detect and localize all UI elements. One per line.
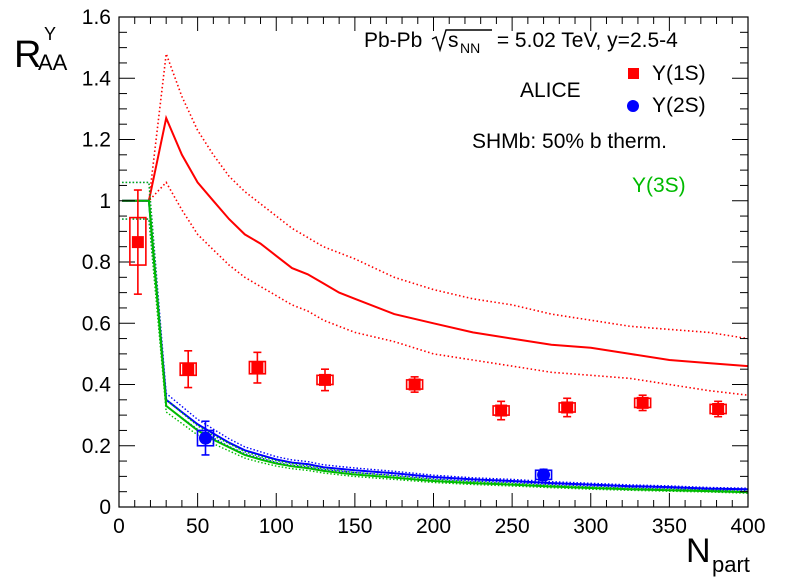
model-curve-2: [122, 181, 748, 396]
y-tick-label: 0.4: [82, 374, 112, 397]
axes: 0 50 100 150 200 250 300 350 400 0 0.2 0.4 0.6 0.8 1 1.…: [82, 6, 766, 538]
marker-square: [495, 404, 508, 417]
model-curve-4: [122, 199, 748, 494]
marker-square: [318, 373, 331, 386]
sys-error-box: [248, 360, 267, 375]
x-axis-title: N: [686, 532, 711, 570]
y-axis-title-sup: Υ: [44, 24, 56, 44]
x-tick-label: 200: [416, 515, 451, 538]
x-tick-label: 350: [652, 515, 687, 538]
x-axis-title-sub: part: [712, 552, 750, 577]
marker-circle: [537, 468, 551, 482]
legend: Υ(1S) Υ(2S) Υ(3S): [627, 62, 706, 197]
sys-error-box: [179, 362, 197, 377]
marker-square: [251, 361, 264, 374]
legend-label-ups2s: Υ(2S): [652, 94, 706, 117]
x-tick-label: 250: [495, 515, 530, 538]
data-point-0-6: [558, 397, 576, 418]
model-curve-3: [122, 199, 748, 491]
model-curve-0: [122, 114, 748, 368]
model-band-lower-4: [122, 218, 748, 494]
x-tick-label: 150: [337, 515, 372, 538]
data-point-0-8: [709, 400, 727, 418]
y-axis-title-sub: AA: [38, 50, 68, 75]
marker-square: [131, 236, 144, 249]
marker-square: [636, 396, 649, 409]
x-tick-label: 100: [259, 515, 294, 538]
marker-square: [712, 403, 725, 415]
y-tick-label: 1: [99, 190, 111, 213]
data-point-1-1: [534, 468, 553, 482]
data-point-0-0: [129, 189, 147, 295]
collision-system-label: Pb-Pb: [364, 29, 422, 52]
x-tick-label: 300: [573, 515, 608, 538]
experiment-label: ALICE: [520, 79, 581, 102]
y-tick-label: 0.8: [82, 251, 111, 274]
y-tick-label: 1.6: [82, 6, 111, 29]
data-point-1-0: [196, 420, 215, 456]
model-band-upper-4: [122, 181, 748, 493]
data-point-0-5: [492, 400, 510, 421]
model-band-lower-3: [122, 218, 748, 491]
sqrt-s-label: s: [448, 29, 459, 52]
y-tick-label: 0: [99, 496, 111, 519]
y-tick-label: 1.4: [82, 67, 112, 90]
model-curves: [122, 53, 748, 494]
marker-square: [182, 363, 195, 376]
sys-error-box: [129, 216, 147, 266]
data-points: [129, 189, 727, 482]
data-point-0-1: [179, 350, 197, 389]
data-point-0-2: [248, 351, 267, 384]
legend-marker-ups2s: [627, 100, 639, 112]
sqrt-symbol: [431, 29, 492, 53]
sys-error-box: [196, 429, 215, 447]
x-tick-label: 0: [113, 515, 125, 538]
legend-label-ups3s: Υ(3S): [632, 174, 686, 197]
y-tick-label: 0.2: [82, 435, 111, 458]
y-tick-label: 1.2: [82, 129, 111, 152]
model-label: SHMb: 50% b therm.: [472, 130, 667, 153]
sqrt-s-sub-label: NN: [460, 40, 480, 56]
legend-label-ups1s: Υ(1S): [652, 62, 706, 85]
x-tick-label: 400: [730, 515, 765, 538]
marker-square: [408, 378, 421, 391]
marker-circle: [198, 431, 212, 445]
energy-rapidity-label: = 5.02 TeV, y=2.5-4: [491, 29, 678, 52]
marker-square: [561, 401, 574, 414]
data-point-0-4: [405, 376, 424, 393]
data-point-0-3: [316, 368, 334, 392]
y-axis-title: R: [14, 34, 41, 76]
legend-marker-ups1s: [628, 68, 639, 79]
x-tick-label: 50: [186, 515, 209, 538]
model-band-upper-3: [122, 181, 748, 489]
data-point-0-7: [633, 394, 652, 412]
y-tick-label: 0.6: [82, 312, 111, 335]
